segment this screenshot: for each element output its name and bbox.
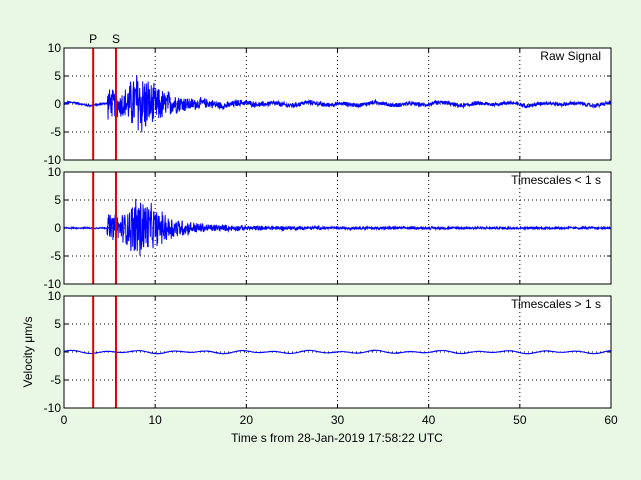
axes-frame — [63, 295, 612, 409]
y-tick-label: 10 — [48, 41, 62, 55]
y-axis-label: Velocity μm/s — [21, 317, 35, 388]
y-tick-label: -10 — [44, 153, 62, 167]
panel-title: Raw Signal — [540, 49, 601, 63]
x-tick-label: 60 — [604, 413, 618, 427]
phase-marker-lines — [92, 296, 117, 408]
raw-signal-trace — [63, 75, 612, 133]
y-tick-label: 0 — [54, 221, 61, 235]
panel-title: Timescales < 1 s — [511, 173, 601, 187]
axes-frame — [63, 171, 612, 285]
y-tick-label: -5 — [50, 125, 61, 139]
phase-marker-lines — [92, 48, 117, 160]
x-axis-tick-labels: 0 10 20 30 40 50 60 — [61, 413, 618, 427]
y-tick-label: -10 — [44, 401, 62, 415]
y-tick-label: -5 — [50, 373, 61, 387]
y-tick-label: 5 — [54, 193, 61, 207]
y-axis-ticks: -10 -5 0 5 10 — [44, 41, 611, 167]
y-tick-label: 5 — [54, 69, 61, 83]
y-tick-label: -5 — [50, 249, 61, 263]
panel-title: Timescales > 1 s — [511, 297, 601, 311]
phase-marker-lines — [92, 172, 117, 284]
y-tick-label: 5 — [54, 317, 61, 331]
axes-frame — [63, 47, 612, 161]
y-tick-label: -10 — [44, 277, 62, 291]
x-tick-label: 0 — [61, 413, 68, 427]
long-timescales-trace — [63, 349, 612, 355]
x-axis-label: Time s from 28-Jan-2019 17:58:22 UTC — [231, 431, 443, 445]
p-phase-label: P — [89, 32, 97, 46]
y-tick-label: 0 — [54, 97, 61, 111]
x-tick-label: 40 — [422, 413, 436, 427]
x-tick-label: 20 — [240, 413, 254, 427]
y-tick-label: 10 — [48, 289, 62, 303]
x-tick-label: 10 — [148, 413, 162, 427]
x-tick-label: 50 — [513, 413, 527, 427]
y-tick-label: 10 — [48, 165, 62, 179]
raw-signal-panel: -10 -5 0 5 10 Raw Signal — [44, 41, 612, 167]
long-timescales-panel: -10 -5 0 5 10 0 10 20 30 40 50 60 Timescales > 1 s — [44, 289, 618, 427]
y-tick-label: 0 — [54, 345, 61, 359]
short-timescales-panel: -10 -5 0 5 10 Timescales < 1 s — [44, 165, 612, 291]
s-phase-label: S — [112, 32, 120, 46]
x-tick-label: 30 — [331, 413, 345, 427]
short-timescales-trace — [63, 198, 612, 256]
